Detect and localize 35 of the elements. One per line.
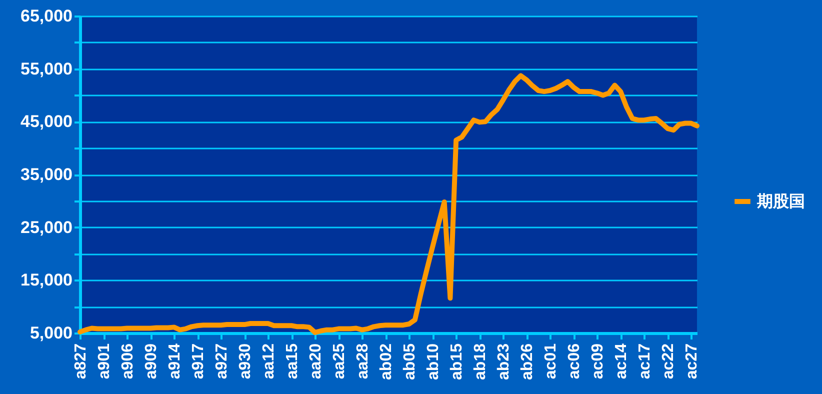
x-tick-label: a917	[190, 343, 208, 380]
y-tick-label: 35,000	[20, 165, 72, 184]
x-tick-label: aa25	[331, 343, 348, 380]
legend-label: 期股国	[756, 192, 805, 210]
y-tick-label: 65,000	[20, 6, 72, 26]
x-tick-label: ab05	[402, 343, 419, 380]
x-tick-label: ac14	[613, 343, 630, 380]
x-tick-label: aa28	[354, 343, 372, 380]
x-tick-label: ac06	[566, 343, 584, 380]
x-tick-label: ac01	[542, 343, 560, 380]
x-tick-label: ac17	[636, 343, 654, 380]
x-tick-label: aa12	[260, 343, 278, 380]
y-tick-label: 45,000	[20, 112, 72, 132]
x-tick-label: aa15	[284, 343, 302, 380]
x-tick-label: ab02	[378, 343, 396, 380]
x-tick-label: ac27	[684, 343, 701, 380]
y-tick-label: 55,000	[20, 59, 72, 78]
x-tick-label: ab15	[448, 343, 466, 380]
x-tick-label: ac22	[660, 343, 678, 380]
x-tick-label: a909	[143, 343, 160, 380]
x-tick-label: a930	[237, 343, 254, 380]
y-tick-label: 25,000	[20, 218, 72, 237]
x-tick-label: a906	[120, 343, 137, 380]
x-tick-label: a901	[96, 343, 114, 380]
y-tick-label: 5,000	[30, 324, 72, 342]
x-tick-label: a927	[214, 343, 231, 380]
y-tick-label: 15,000	[20, 270, 72, 290]
x-tick-label: ab10	[425, 343, 442, 380]
x-tick-label: a827	[72, 343, 90, 380]
x-tick-label: ab18	[472, 343, 490, 380]
x-tick-label: a914	[166, 343, 184, 380]
x-tick-label: aa20	[308, 343, 325, 380]
x-tick-label: ab26	[519, 343, 536, 380]
x-tick-label: ab23	[496, 343, 513, 380]
x-tick-label: ac09	[590, 343, 607, 380]
